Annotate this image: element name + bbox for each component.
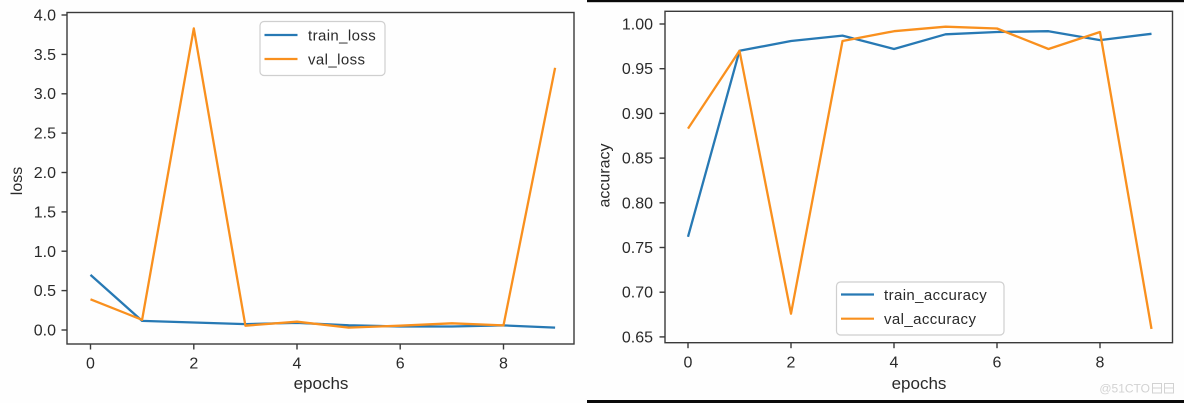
svg-text:train_loss: train_loss <box>308 28 376 45</box>
svg-text:epochs: epochs <box>892 374 947 393</box>
svg-text:0.70: 0.70 <box>622 285 653 302</box>
svg-text:6: 6 <box>396 356 405 373</box>
svg-text:4.0: 4.0 <box>34 8 56 25</box>
svg-text:loss: loss <box>9 167 26 195</box>
svg-text:0: 0 <box>86 356 95 373</box>
svg-text:train_accuracy: train_accuracy <box>884 287 987 304</box>
svg-text:2: 2 <box>189 356 198 373</box>
svg-text:@51CTO: @51CTO <box>1099 382 1150 396</box>
svg-text:0.90: 0.90 <box>622 106 653 123</box>
svg-text:0.0: 0.0 <box>34 323 56 340</box>
svg-text:4: 4 <box>890 355 899 372</box>
svg-text:1.00: 1.00 <box>622 17 653 34</box>
svg-text:epochs: epochs <box>294 374 349 393</box>
svg-text:2.5: 2.5 <box>34 126 56 143</box>
svg-text:2.0: 2.0 <box>34 165 56 182</box>
svg-text:val_loss: val_loss <box>308 52 365 69</box>
svg-text:8: 8 <box>499 356 508 373</box>
svg-text:0.5: 0.5 <box>34 283 56 300</box>
svg-text:0: 0 <box>684 355 693 372</box>
svg-text:0.75: 0.75 <box>622 240 653 257</box>
svg-text:1.5: 1.5 <box>34 204 56 221</box>
svg-text:val_accuracy: val_accuracy <box>884 311 976 328</box>
svg-text:accuracy: accuracy <box>597 143 614 207</box>
svg-text:1.0: 1.0 <box>34 244 56 261</box>
svg-text:3.5: 3.5 <box>34 47 56 64</box>
svg-text:6: 6 <box>993 355 1002 372</box>
svg-text:0.85: 0.85 <box>622 151 653 168</box>
svg-text:2: 2 <box>787 355 796 372</box>
svg-text:0.95: 0.95 <box>622 61 653 78</box>
svg-text:0.65: 0.65 <box>622 329 653 346</box>
svg-text:4: 4 <box>293 356 302 373</box>
svg-text:3.0: 3.0 <box>34 86 56 103</box>
svg-text:0.80: 0.80 <box>622 195 653 212</box>
svg-text:8: 8 <box>1096 355 1105 372</box>
